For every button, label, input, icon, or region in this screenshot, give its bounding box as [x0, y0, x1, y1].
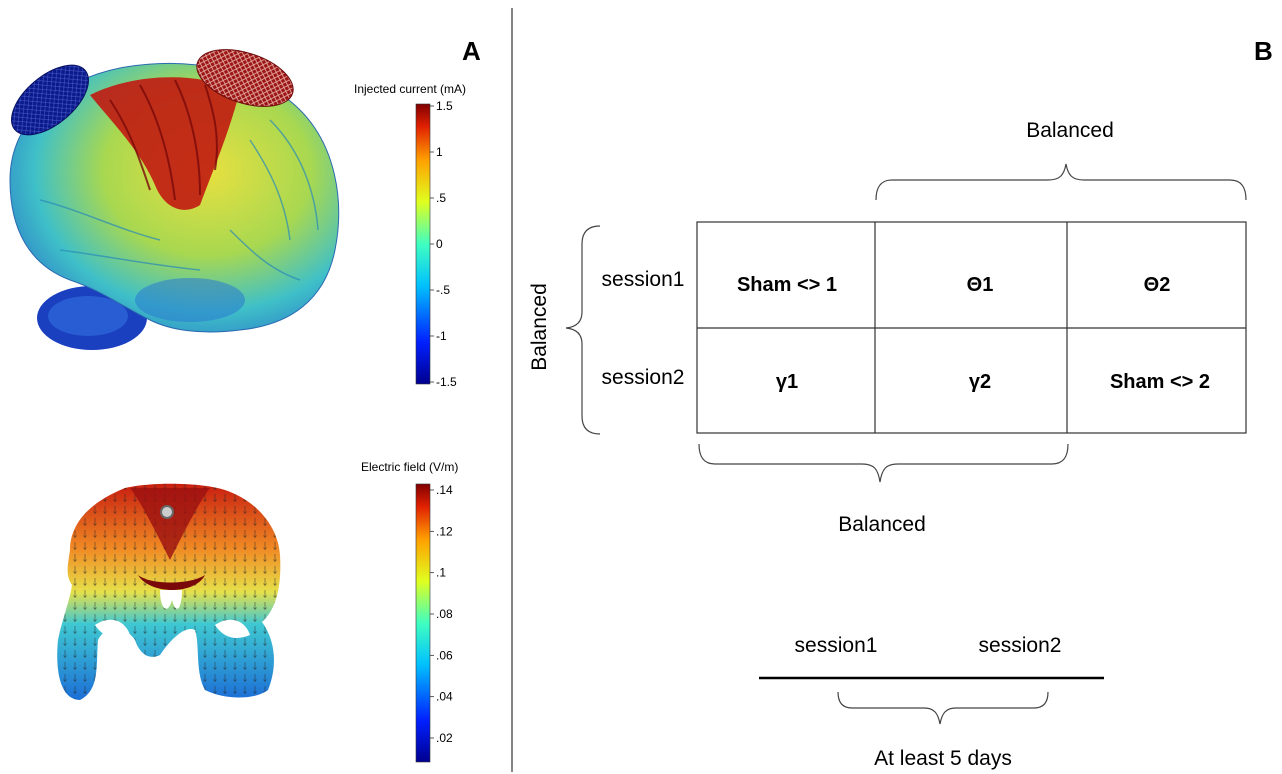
timeline: session1 session2 At least 5 days — [759, 634, 1104, 770]
cell-gamma-1: γ1 — [776, 371, 798, 393]
electrode-marker — [160, 505, 174, 519]
colorbar-top-title: Injected current (mA) — [354, 82, 466, 96]
colorbar-bottom-tick-label: .06 — [436, 648, 453, 662]
left-brace — [565, 225, 601, 435]
top-brace — [875, 163, 1247, 201]
cell-theta-2: Θ2 — [1144, 274, 1171, 296]
colorbar-top-tick-label: -.5 — [436, 283, 450, 297]
colorbar-bottom-tick-label: .02 — [436, 731, 453, 745]
interval-label: At least 5 days — [874, 747, 1012, 770]
panel-a: A Injecte — [9, 36, 481, 763]
colorbar-top-tick-label: -1 — [436, 329, 447, 343]
condition-grid: Sham <> 1 Θ1 Θ2 γ1 γ2 Sham <> 2 — [696, 221, 1247, 434]
anode-electrode — [196, 49, 294, 107]
colorbar-bottom-gradient — [415, 483, 431, 763]
colorbar-top-tick-label: 1 — [436, 145, 443, 159]
bottom-brace-label: Balanced — [838, 513, 926, 536]
cell-sham-1: Sham <> 1 — [737, 274, 837, 296]
colorbar-bottom-tick-label: .12 — [436, 524, 453, 538]
brain-3d-illustration — [9, 49, 340, 350]
timeline-session2: session2 — [979, 634, 1062, 657]
stimulated-region — [90, 77, 240, 210]
colorbar-bottom-tick-label: .04 — [436, 690, 453, 704]
cathode-electrode — [11, 64, 89, 136]
left-brace-label: Balanced — [528, 283, 551, 371]
panel-a-label: A — [462, 36, 481, 66]
interval-brace — [837, 691, 1049, 725]
colorbar-electric-field: Electric field (V/m) .14 .12 .1 .08 .06 .04 .0… — [361, 460, 458, 763]
colorbar-top-tick-label: -1.5 — [436, 375, 457, 389]
bottom-brace — [698, 443, 1069, 483]
colorbar-bottom-title: Electric field (V/m) — [361, 460, 458, 474]
cell-sham-2: Sham <> 2 — [1110, 371, 1210, 393]
colorbar-top-tick-label: 1.5 — [436, 99, 453, 113]
colorbar-bottom-tick-label: .08 — [436, 607, 453, 621]
cell-gamma-2: γ2 — [969, 371, 991, 393]
timeline-session1: session1 — [795, 634, 878, 657]
row-label-session1: session1 — [602, 268, 685, 291]
colorbar-bottom-tick-label: .14 — [436, 483, 453, 497]
colorbar-top-gradient — [415, 103, 431, 385]
colorbar-bottom-tick-label: .1 — [436, 566, 446, 580]
top-brace-label: Balanced — [1026, 119, 1114, 142]
coronal-slice-illustration — [57, 483, 281, 700]
colorbar-injected-current: Injected current (mA) 1.51.50-.5-1-1.5 — [354, 82, 466, 389]
panel-b: B Balanced Balanced session1 session2 Sh… — [528, 36, 1273, 770]
cell-theta-1: Θ1 — [967, 274, 994, 296]
colorbar-top-tick-label: .5 — [436, 191, 446, 205]
colorbar-top-tick-label: 0 — [436, 237, 443, 251]
panel-b-label: B — [1254, 36, 1273, 66]
row-label-session2: session2 — [602, 366, 685, 389]
